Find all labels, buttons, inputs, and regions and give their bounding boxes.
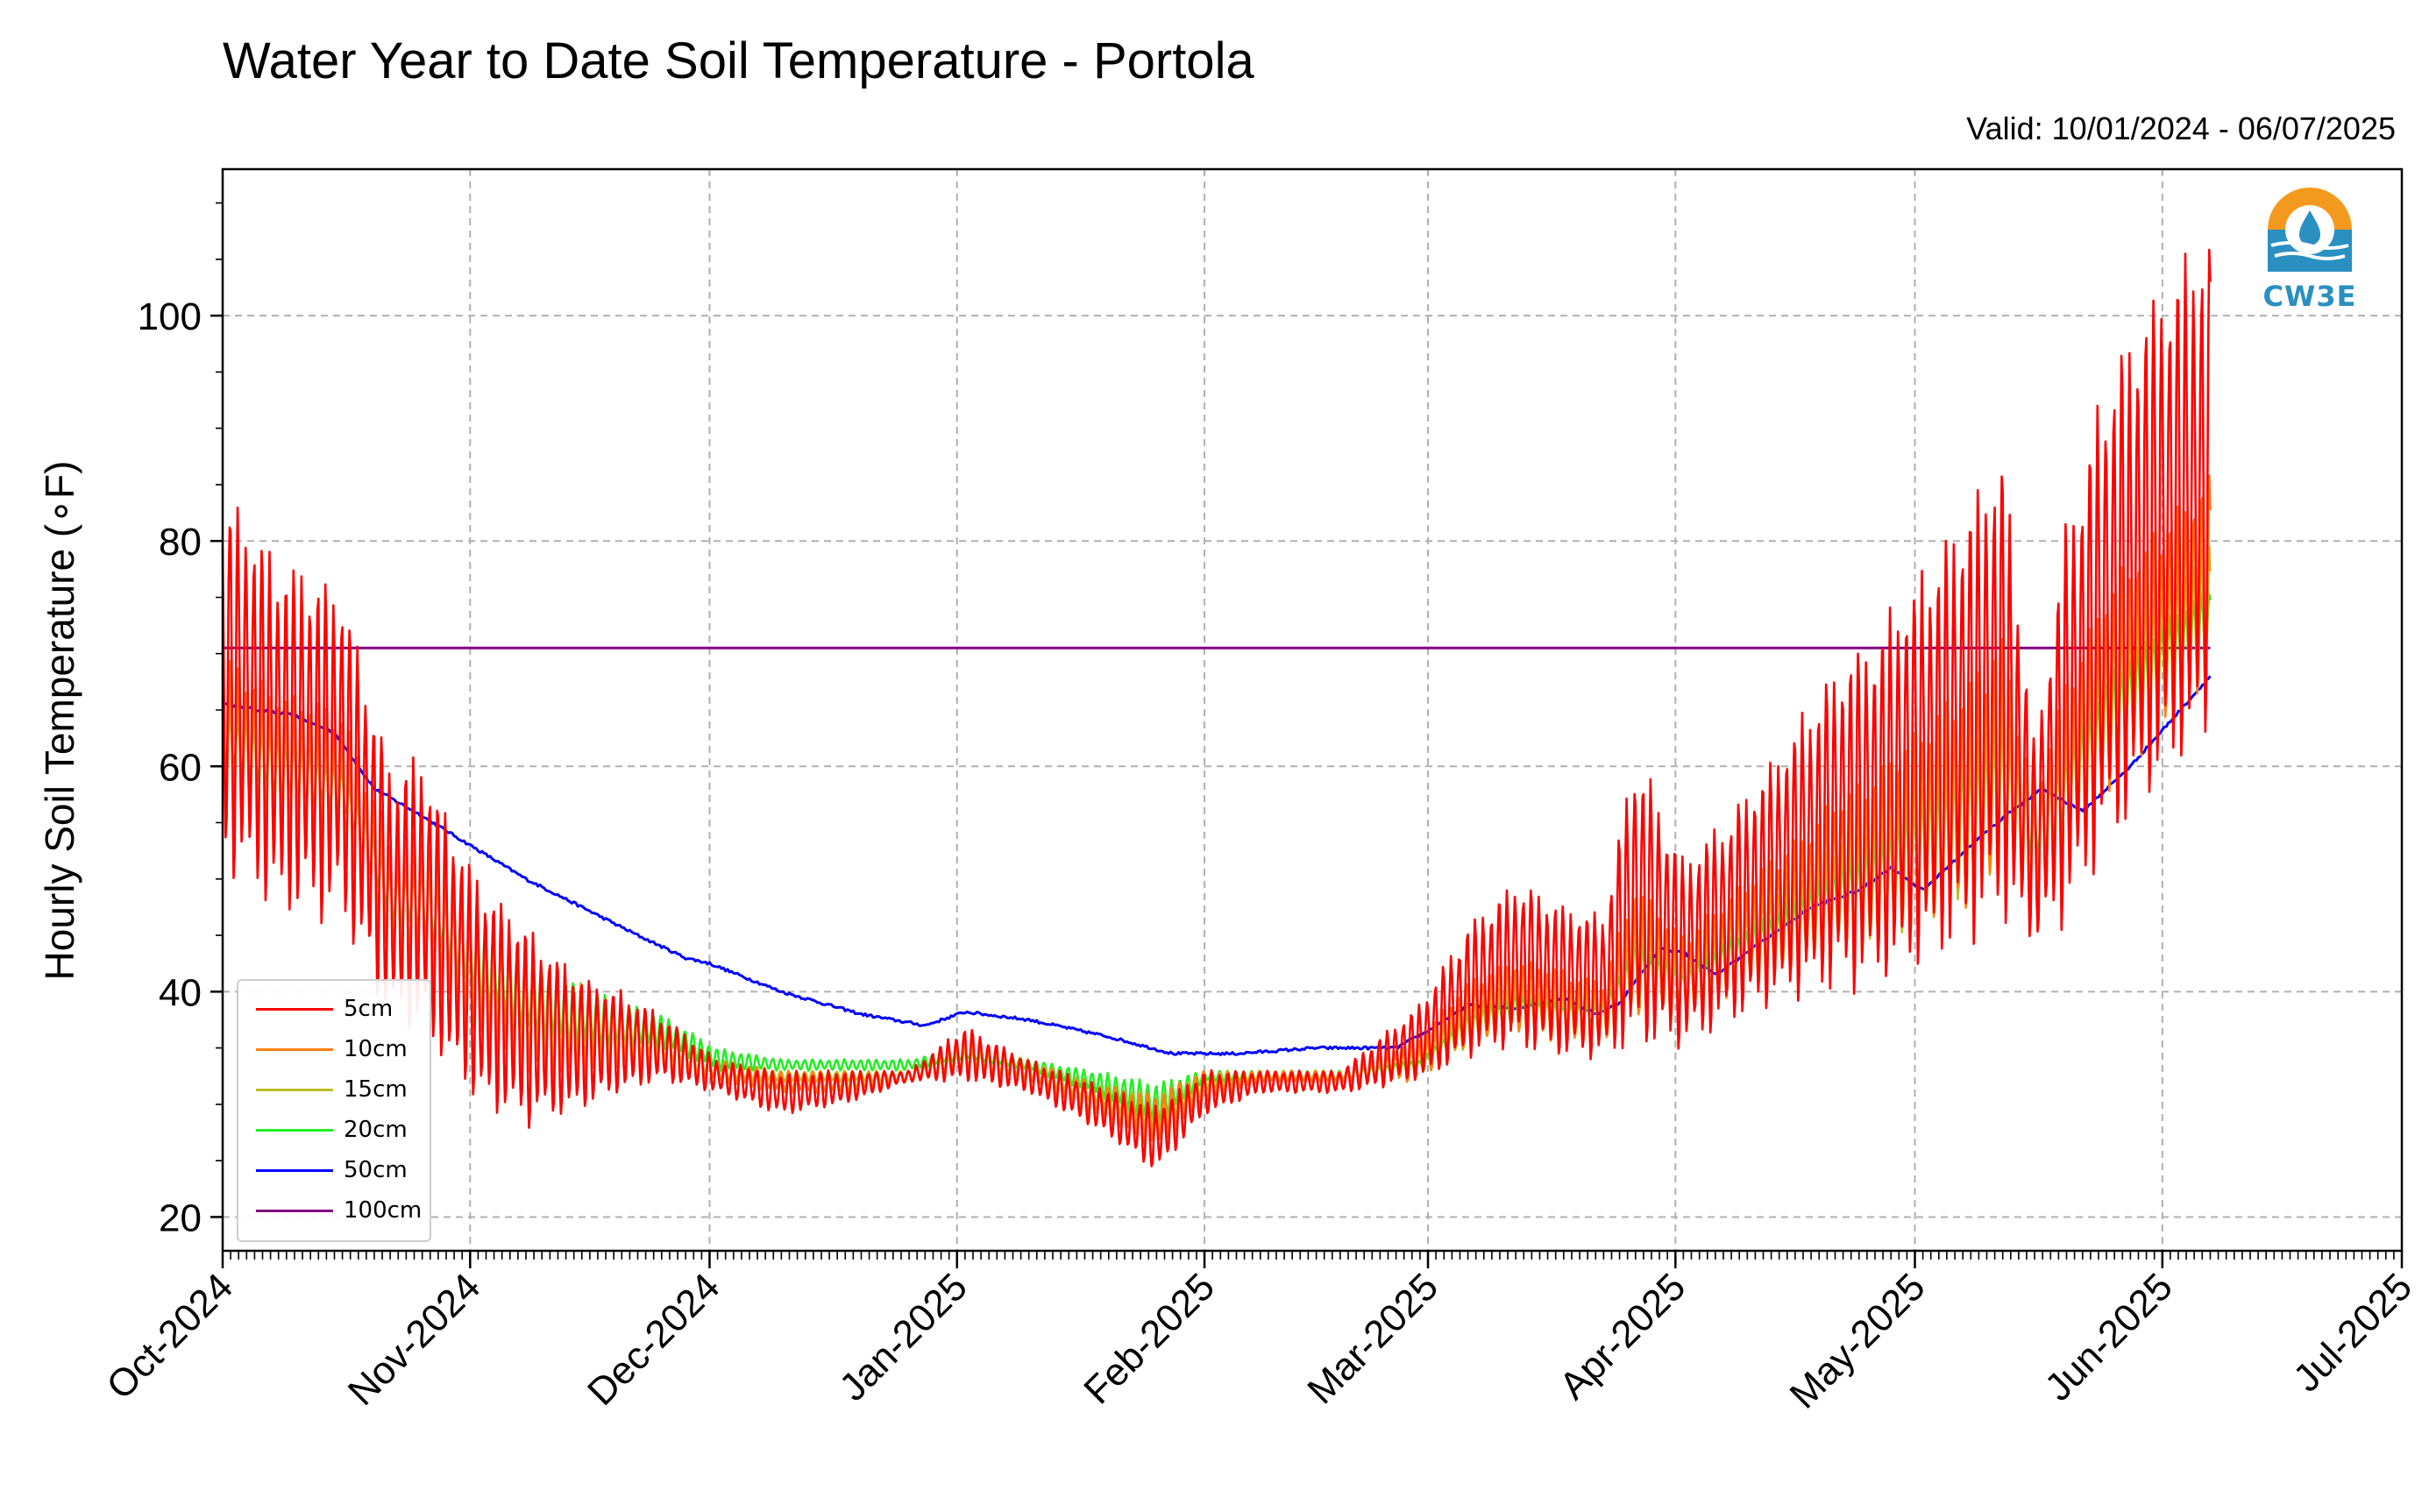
y-minor-ticks <box>216 202 223 1161</box>
legend-item-15cm: 15cm <box>251 1072 426 1107</box>
logo-text: CW3E <box>2262 280 2357 313</box>
x-tick-label: Apr-2025 <box>1552 1265 1694 1408</box>
valid-date-range: Valid: 10/01/2024 - 06/07/2025 <box>1966 110 2396 146</box>
legend-item-10cm: 10cm <box>251 1032 426 1067</box>
x-tick-label: May-2025 <box>1782 1265 1934 1416</box>
legend-swatch <box>256 1210 333 1212</box>
legend-swatch <box>256 1048 333 1051</box>
x-tick-label: Jun-2025 <box>2036 1265 2180 1409</box>
y-tick-label: 60 <box>159 746 202 789</box>
legend-label: 10cm <box>344 1036 408 1062</box>
legend-label: 50cm <box>344 1157 408 1183</box>
x-tick-label: Mar-2025 <box>1299 1265 1446 1412</box>
legend-item-100cm: 100cm <box>251 1193 426 1228</box>
x-tick-label: Feb-2025 <box>1076 1265 1223 1412</box>
y-tick-label: 100 <box>138 295 202 338</box>
x-minor-ticks <box>222 1251 2403 1260</box>
legend-swatch <box>256 1008 333 1011</box>
x-tick-label: Dec-2024 <box>579 1265 728 1414</box>
x-tick-label: Jul-2025 <box>2285 1265 2420 1400</box>
legend-label: 15cm <box>344 1076 408 1103</box>
y-tick-label: 80 <box>159 521 202 564</box>
x-tick-label: Jan-2025 <box>831 1265 975 1409</box>
y-tick-label: 40 <box>159 971 202 1014</box>
legend-label: 20cm <box>344 1117 408 1143</box>
water-drop-icon <box>2268 188 2352 272</box>
legend: 5cm 10cm 15cm 20cm 50cm 100cm <box>237 979 431 1242</box>
series-line-5cm <box>221 248 2212 1168</box>
cw3e-logo: CW3E <box>2257 184 2362 313</box>
legend-item-5cm: 5cm <box>251 991 426 1026</box>
legend-swatch <box>256 1169 333 1172</box>
legend-swatch <box>256 1089 333 1091</box>
legend-item-20cm: 20cm <box>251 1112 426 1147</box>
y-tick-label: 20 <box>159 1196 202 1239</box>
x-tick-label: Nov-2024 <box>340 1265 489 1414</box>
legend-item-50cm: 50cm <box>251 1153 426 1188</box>
chart-title: Water Year to Date Soil Temperature - Po… <box>223 32 1254 89</box>
legend-label: 5cm <box>344 996 394 1022</box>
legend-swatch <box>256 1129 333 1132</box>
legend-label: 100cm <box>344 1197 423 1224</box>
x-tick-label: Oct-2024 <box>98 1265 241 1408</box>
